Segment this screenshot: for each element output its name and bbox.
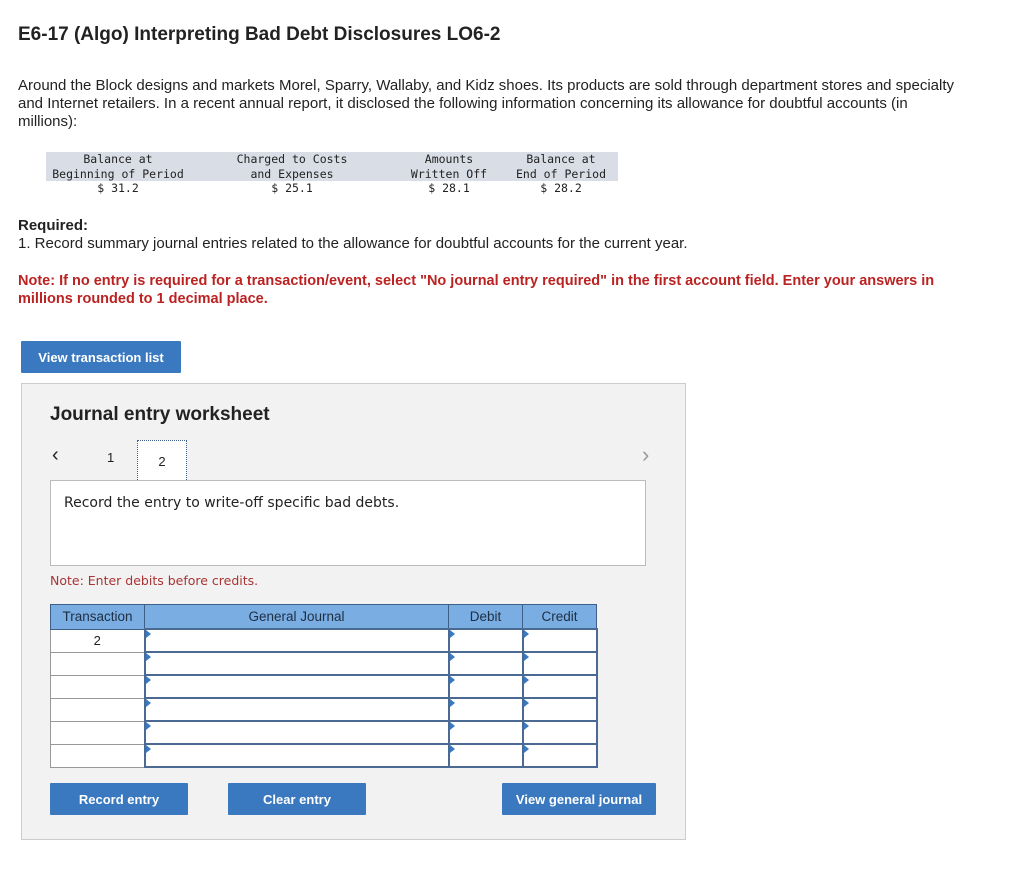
page-tab-2[interactable]: 2 (137, 440, 187, 482)
instructions-note: Note: If no entry is required for a tran… (18, 273, 935, 307)
prompt-text: Record the entry to write-off specific b… (64, 495, 400, 511)
clear-entry-button[interactable]: Clear entry (228, 783, 366, 815)
transaction-cell (50, 674, 145, 699)
account-input[interactable] (143, 651, 450, 676)
next-page-icon[interactable]: › (642, 442, 650, 467)
col-header: Written Off (410, 166, 488, 181)
col-header: Beginning of Period (52, 166, 184, 181)
account-input[interactable] (143, 697, 450, 722)
debit-input[interactable] (447, 674, 524, 699)
page-title: E6-17 (Algo) Interpreting Bad Debt Discl… (18, 24, 501, 45)
col-general-journal: General Journal (144, 604, 449, 630)
credit-input[interactable] (521, 628, 598, 653)
required-label: Required: (18, 217, 89, 234)
account-input[interactable] (143, 743, 450, 768)
table-row (50, 697, 598, 722)
col-transaction: Transaction (50, 604, 145, 630)
debit-input[interactable] (447, 628, 524, 653)
transaction-cell (50, 720, 145, 745)
credit-input[interactable] (521, 720, 598, 745)
account-input[interactable] (143, 720, 450, 745)
table-row (50, 651, 598, 676)
table-row (50, 743, 598, 768)
credit-input[interactable] (521, 674, 598, 699)
col-header: and Expenses (250, 166, 334, 181)
intro-text: Around the Block designs and markets Mor… (18, 77, 955, 130)
debit-input[interactable] (447, 697, 524, 722)
col-header: End of Period (515, 166, 606, 181)
transaction-cell (50, 651, 145, 676)
entry-prompt: Record the entry to write-off specific b… (50, 480, 646, 566)
debit-input[interactable] (447, 743, 524, 768)
value-cell: $ 31.2 (97, 181, 139, 195)
journal-entry-worksheet: Journal entry worksheet ‹ 1 2 › Record t… (21, 383, 686, 840)
col-header: Balance at (83, 152, 153, 166)
value-cell: $ 28.2 (540, 181, 582, 195)
record-entry-button[interactable]: Record entry (50, 783, 188, 815)
account-input[interactable] (143, 674, 450, 699)
debit-credit-note: Note: Enter debits before credits. (50, 573, 259, 588)
credit-input[interactable] (521, 651, 598, 676)
journal-table: Transaction General Journal Debit Credit… (50, 604, 598, 768)
prev-page-icon[interactable]: ‹ (52, 444, 59, 466)
table-row (50, 720, 598, 745)
col-debit: Debit (448, 604, 523, 630)
view-transaction-list-button[interactable]: View transaction list (21, 341, 181, 373)
value-cell: $ 25.1 (271, 181, 313, 195)
col-header: Balance at (526, 152, 596, 166)
table-row: 2 (50, 628, 598, 653)
disclosure-table: Balance at Beginning of Period Charged to… (46, 152, 618, 196)
transaction-cell: 2 (50, 628, 145, 653)
col-header: Charged to Costs (236, 152, 348, 166)
table-row (50, 674, 598, 699)
required-text: 1. Record summary journal entries relate… (18, 235, 688, 252)
col-header: Amounts (424, 152, 474, 166)
credit-input[interactable] (521, 743, 598, 768)
debit-input[interactable] (447, 651, 524, 676)
transaction-cell (50, 743, 145, 768)
debit-input[interactable] (447, 720, 524, 745)
worksheet-title: Journal entry worksheet (50, 404, 270, 425)
required-section: Required: 1. Record summary journal entr… (18, 217, 688, 253)
credit-input[interactable] (521, 697, 598, 722)
view-general-journal-button[interactable]: View general journal (502, 783, 656, 815)
transaction-cell (50, 697, 145, 722)
page-tab-1[interactable]: 1 (107, 450, 115, 465)
value-cell: $ 28.1 (428, 181, 470, 195)
col-credit: Credit (522, 604, 597, 630)
account-input[interactable] (143, 628, 450, 653)
